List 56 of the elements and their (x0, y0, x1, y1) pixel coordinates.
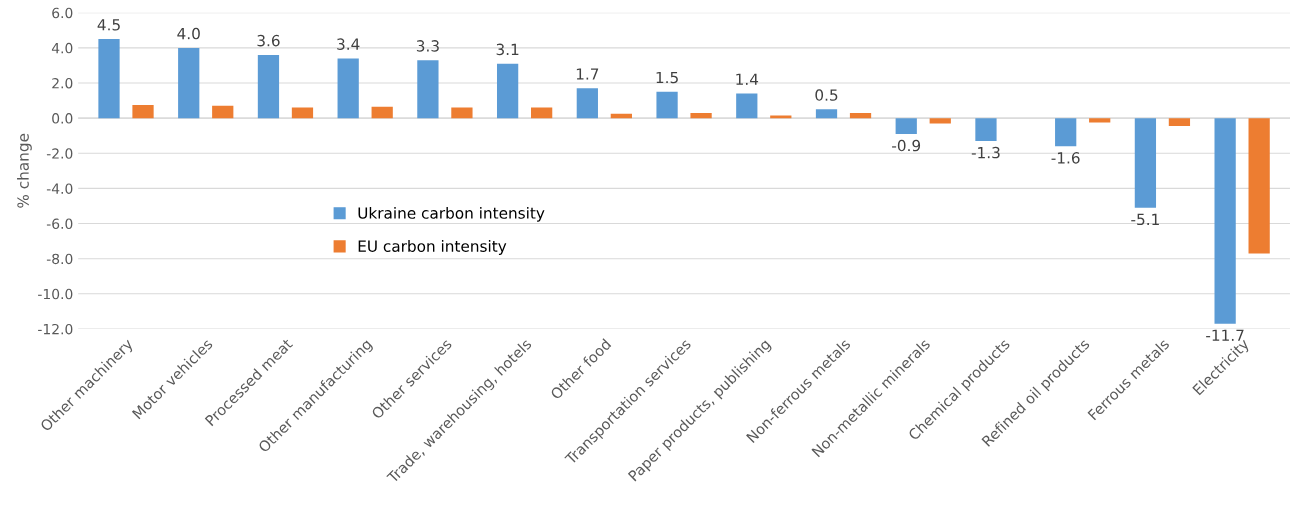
data-label: 1.4 (736, 73, 759, 85)
data-label: 3.1 (496, 43, 519, 56)
y-tick-label: -10.0 (38, 288, 73, 300)
data-label: 3.3 (416, 40, 439, 52)
bar (815, 109, 838, 119)
bar (1134, 118, 1157, 208)
y-tick-label: 0.0 (52, 113, 73, 124)
bar (1089, 118, 1111, 123)
bar (451, 107, 473, 119)
y-tick-label: -12.0 (38, 323, 73, 335)
y-axis-title: % change (17, 133, 32, 208)
y-tick-label: -4.0 (46, 183, 73, 194)
data-label: -5.1 (1131, 213, 1159, 226)
y-tick-label: 6.0 (52, 7, 73, 19)
y-tick-label: 2.0 (52, 77, 73, 89)
bar (929, 118, 951, 124)
bar (610, 113, 632, 119)
data-label: 3.6 (257, 34, 280, 47)
bar (656, 91, 678, 119)
legend-label: EU carbon intensity (358, 240, 507, 255)
bar (736, 93, 758, 119)
bar (1214, 118, 1236, 324)
legend-label: Ukraine carbon intensity (358, 206, 545, 222)
data-label: -1.6 (1051, 152, 1080, 164)
bar (1168, 118, 1191, 127)
bar (417, 60, 439, 119)
data-label: 1.5 (656, 71, 678, 84)
y-tick-label: -2.0 (46, 148, 73, 159)
bar (975, 118, 997, 141)
bar (178, 47, 200, 119)
data-label: -0.9 (892, 139, 921, 152)
bar (576, 88, 598, 119)
bar (1055, 118, 1077, 147)
bar (849, 112, 872, 119)
data-label: -11.7 (1206, 329, 1244, 341)
bar (531, 107, 553, 119)
bar (337, 58, 359, 119)
data-label: 4.0 (177, 27, 200, 40)
bar (1248, 118, 1270, 254)
y-tick-label: 4.0 (51, 42, 73, 54)
bar (212, 105, 234, 119)
data-label: 4.5 (97, 19, 120, 31)
y-tick-label: -6.0 (46, 218, 73, 230)
bar (496, 63, 519, 119)
bar (895, 118, 917, 134)
y-tick-label: -8.0 (46, 253, 73, 265)
bar (132, 104, 154, 119)
data-label: 0.5 (815, 89, 838, 101)
data-label: 3.4 (337, 38, 360, 50)
data-label: -1.3 (971, 146, 1000, 159)
bar (257, 54, 280, 119)
data-label: 1.7 (576, 68, 599, 80)
bar (690, 112, 712, 119)
bar (291, 107, 314, 119)
bar (371, 106, 393, 119)
bar (98, 39, 120, 119)
